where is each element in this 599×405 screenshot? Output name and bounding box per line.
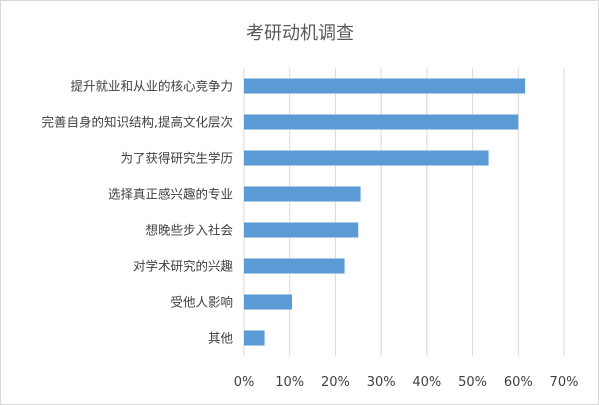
bar: [244, 330, 265, 346]
x-tick-label: 20%: [321, 375, 350, 390]
x-tick-label: 60%: [504, 375, 533, 390]
category-label: 其他: [208, 331, 234, 346]
category-label: 选择真正感兴趣的专业: [108, 187, 233, 202]
bar: [244, 78, 526, 94]
bar: [244, 150, 489, 166]
x-tick-label: 10%: [275, 375, 304, 390]
category-label: 完善自身的知识结构,提高文化层次: [42, 115, 233, 130]
chart-title: 考研动机调查: [246, 23, 354, 44]
category-label: 想晚些步入社会: [145, 223, 233, 238]
x-tick-label: 70%: [550, 375, 579, 390]
gridlines: [243, 68, 565, 356]
category-label: 受他人影响: [170, 295, 233, 310]
x-tick-label: 40%: [412, 375, 441, 390]
x-tick-label: 50%: [458, 375, 487, 390]
x-tick-label: 30%: [367, 375, 396, 390]
x-tick-labels: 0% 10% 20% 30% 40% 50% 60% 70%: [234, 375, 579, 390]
bar: [244, 114, 519, 130]
category-labels: 提升就业和从业的核心竞争力完善自身的知识结构,提高文化层次为了获得研究生学历选择…: [42, 79, 234, 346]
category-label: 提升就业和从业的核心竞争力: [70, 79, 233, 94]
category-label: 为了获得研究生学历: [120, 151, 233, 166]
bar: [244, 222, 359, 238]
category-label: 对学术研究的兴趣: [133, 259, 234, 274]
bar: [244, 294, 292, 310]
bar: [244, 186, 361, 202]
bars: [244, 78, 526, 346]
x-tick-label: 0%: [234, 375, 255, 390]
bar: [244, 258, 345, 274]
